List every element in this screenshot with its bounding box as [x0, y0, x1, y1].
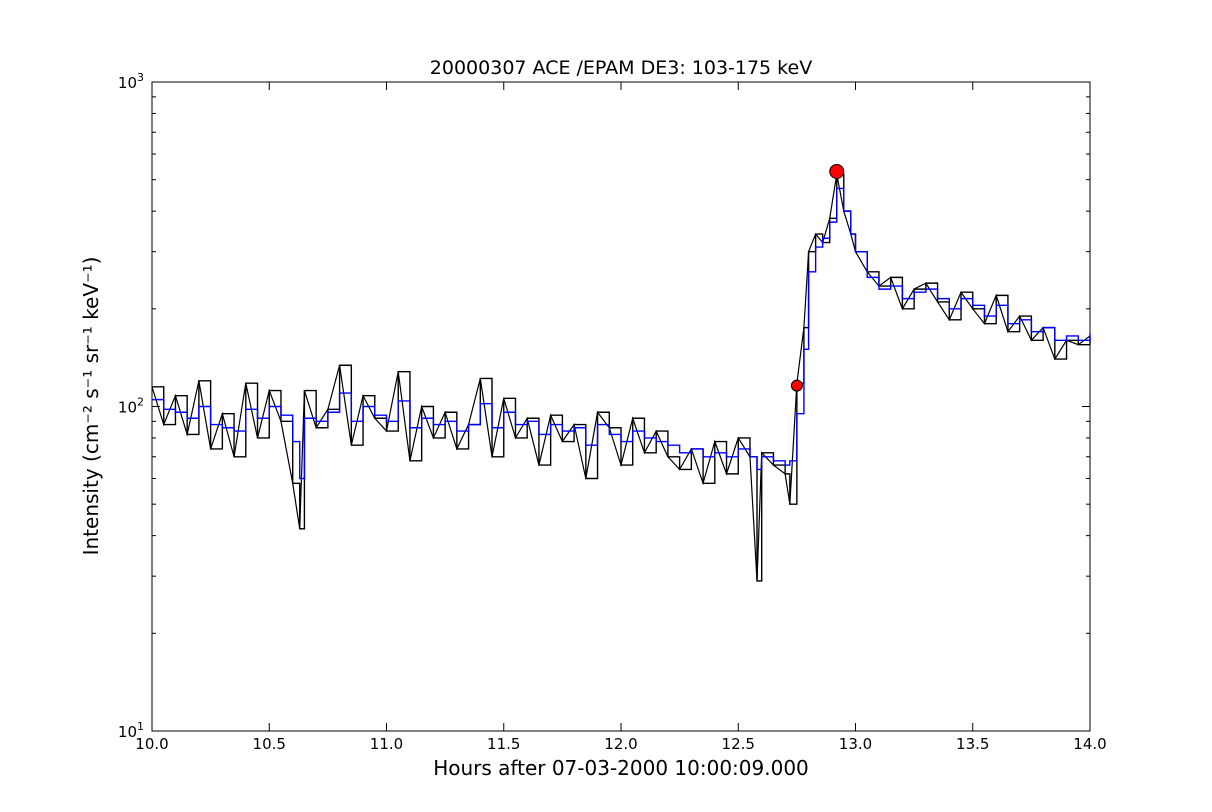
x-tick-label: 11.0: [370, 735, 403, 753]
y-tick-exp: 3: [137, 71, 144, 84]
y-tick-base: 10: [118, 74, 137, 92]
series-layer: [151, 173, 1091, 582]
marker-layer: [790, 163, 845, 392]
y-tick-label: 103: [118, 71, 144, 92]
series-0-line: [151, 174, 1091, 581]
y-tick-exp: 2: [137, 396, 144, 409]
x-tick-label: 12.5: [722, 735, 755, 753]
y-axis-title: Intensity (cm⁻² s⁻¹ sr⁻¹ keV⁻¹): [79, 257, 103, 556]
chart-title: 20000307 ACE /EPAM DE3: 103-175 keV: [430, 57, 812, 79]
x-tick-label: 13.5: [956, 735, 989, 753]
y-tick-base: 10: [118, 399, 137, 417]
series-1-steps: [152, 187, 1091, 480]
marker-peak: [829, 163, 845, 179]
y-tick-label: 101: [118, 720, 144, 741]
x-tick-label: 10.5: [253, 735, 286, 753]
y-tick-base: 10: [118, 723, 137, 741]
y-tick-label: 102: [118, 396, 144, 417]
x-tick-label: 12.0: [604, 735, 637, 753]
y-tick-exp: 1: [137, 720, 144, 733]
plot-frame: [151, 81, 1091, 732]
x-tick-label: 14.0: [1073, 735, 1106, 753]
series-0-steps: [152, 173, 1091, 582]
marker-onset: [790, 379, 803, 392]
x-axis-title: Hours after 07-03-2000 10:00:09.000: [433, 756, 809, 780]
x-tick-label: 10.0: [135, 735, 168, 753]
x-axis: 10.0 10.5 11.0 11.5 12.0 12.5 13.0 13.5 14.0: [135, 82, 1107, 753]
x-tick-label: 13.0: [839, 735, 872, 753]
x-tick-label: 11.5: [487, 735, 520, 753]
